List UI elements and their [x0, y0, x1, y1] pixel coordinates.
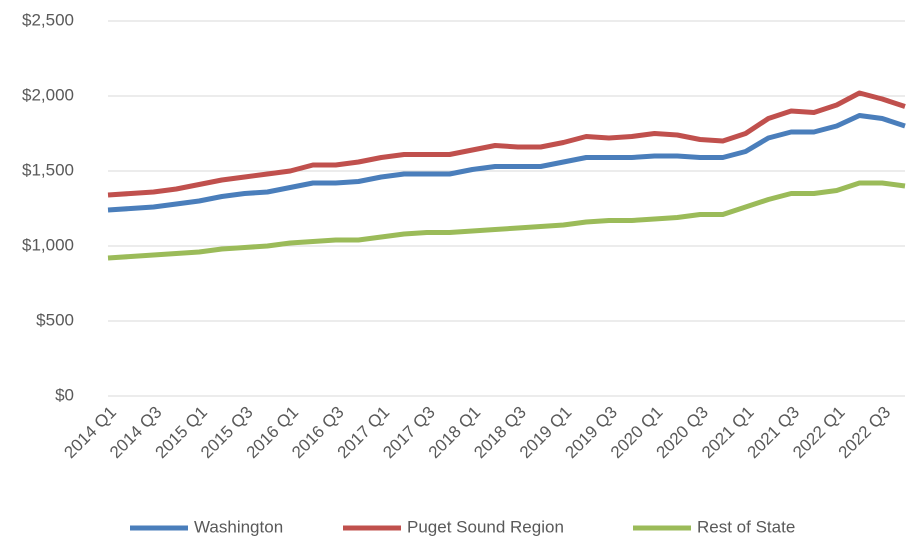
legend-label: Rest of State: [697, 517, 795, 536]
series-line: [107, 113, 906, 213]
y-tick-label: $1,500: [22, 160, 74, 179]
y-tick-label: $2,000: [22, 85, 74, 104]
y-tick-label: $1,000: [22, 235, 74, 254]
legend-label: Puget Sound Region: [407, 517, 564, 536]
y-tick-label: $0: [55, 385, 74, 404]
y-tick-label: $500: [36, 310, 74, 329]
series-line: [107, 180, 906, 261]
y-tick-label: $2,500: [22, 10, 74, 29]
legend-label: Washington: [194, 517, 283, 536]
series-line: [107, 90, 906, 198]
